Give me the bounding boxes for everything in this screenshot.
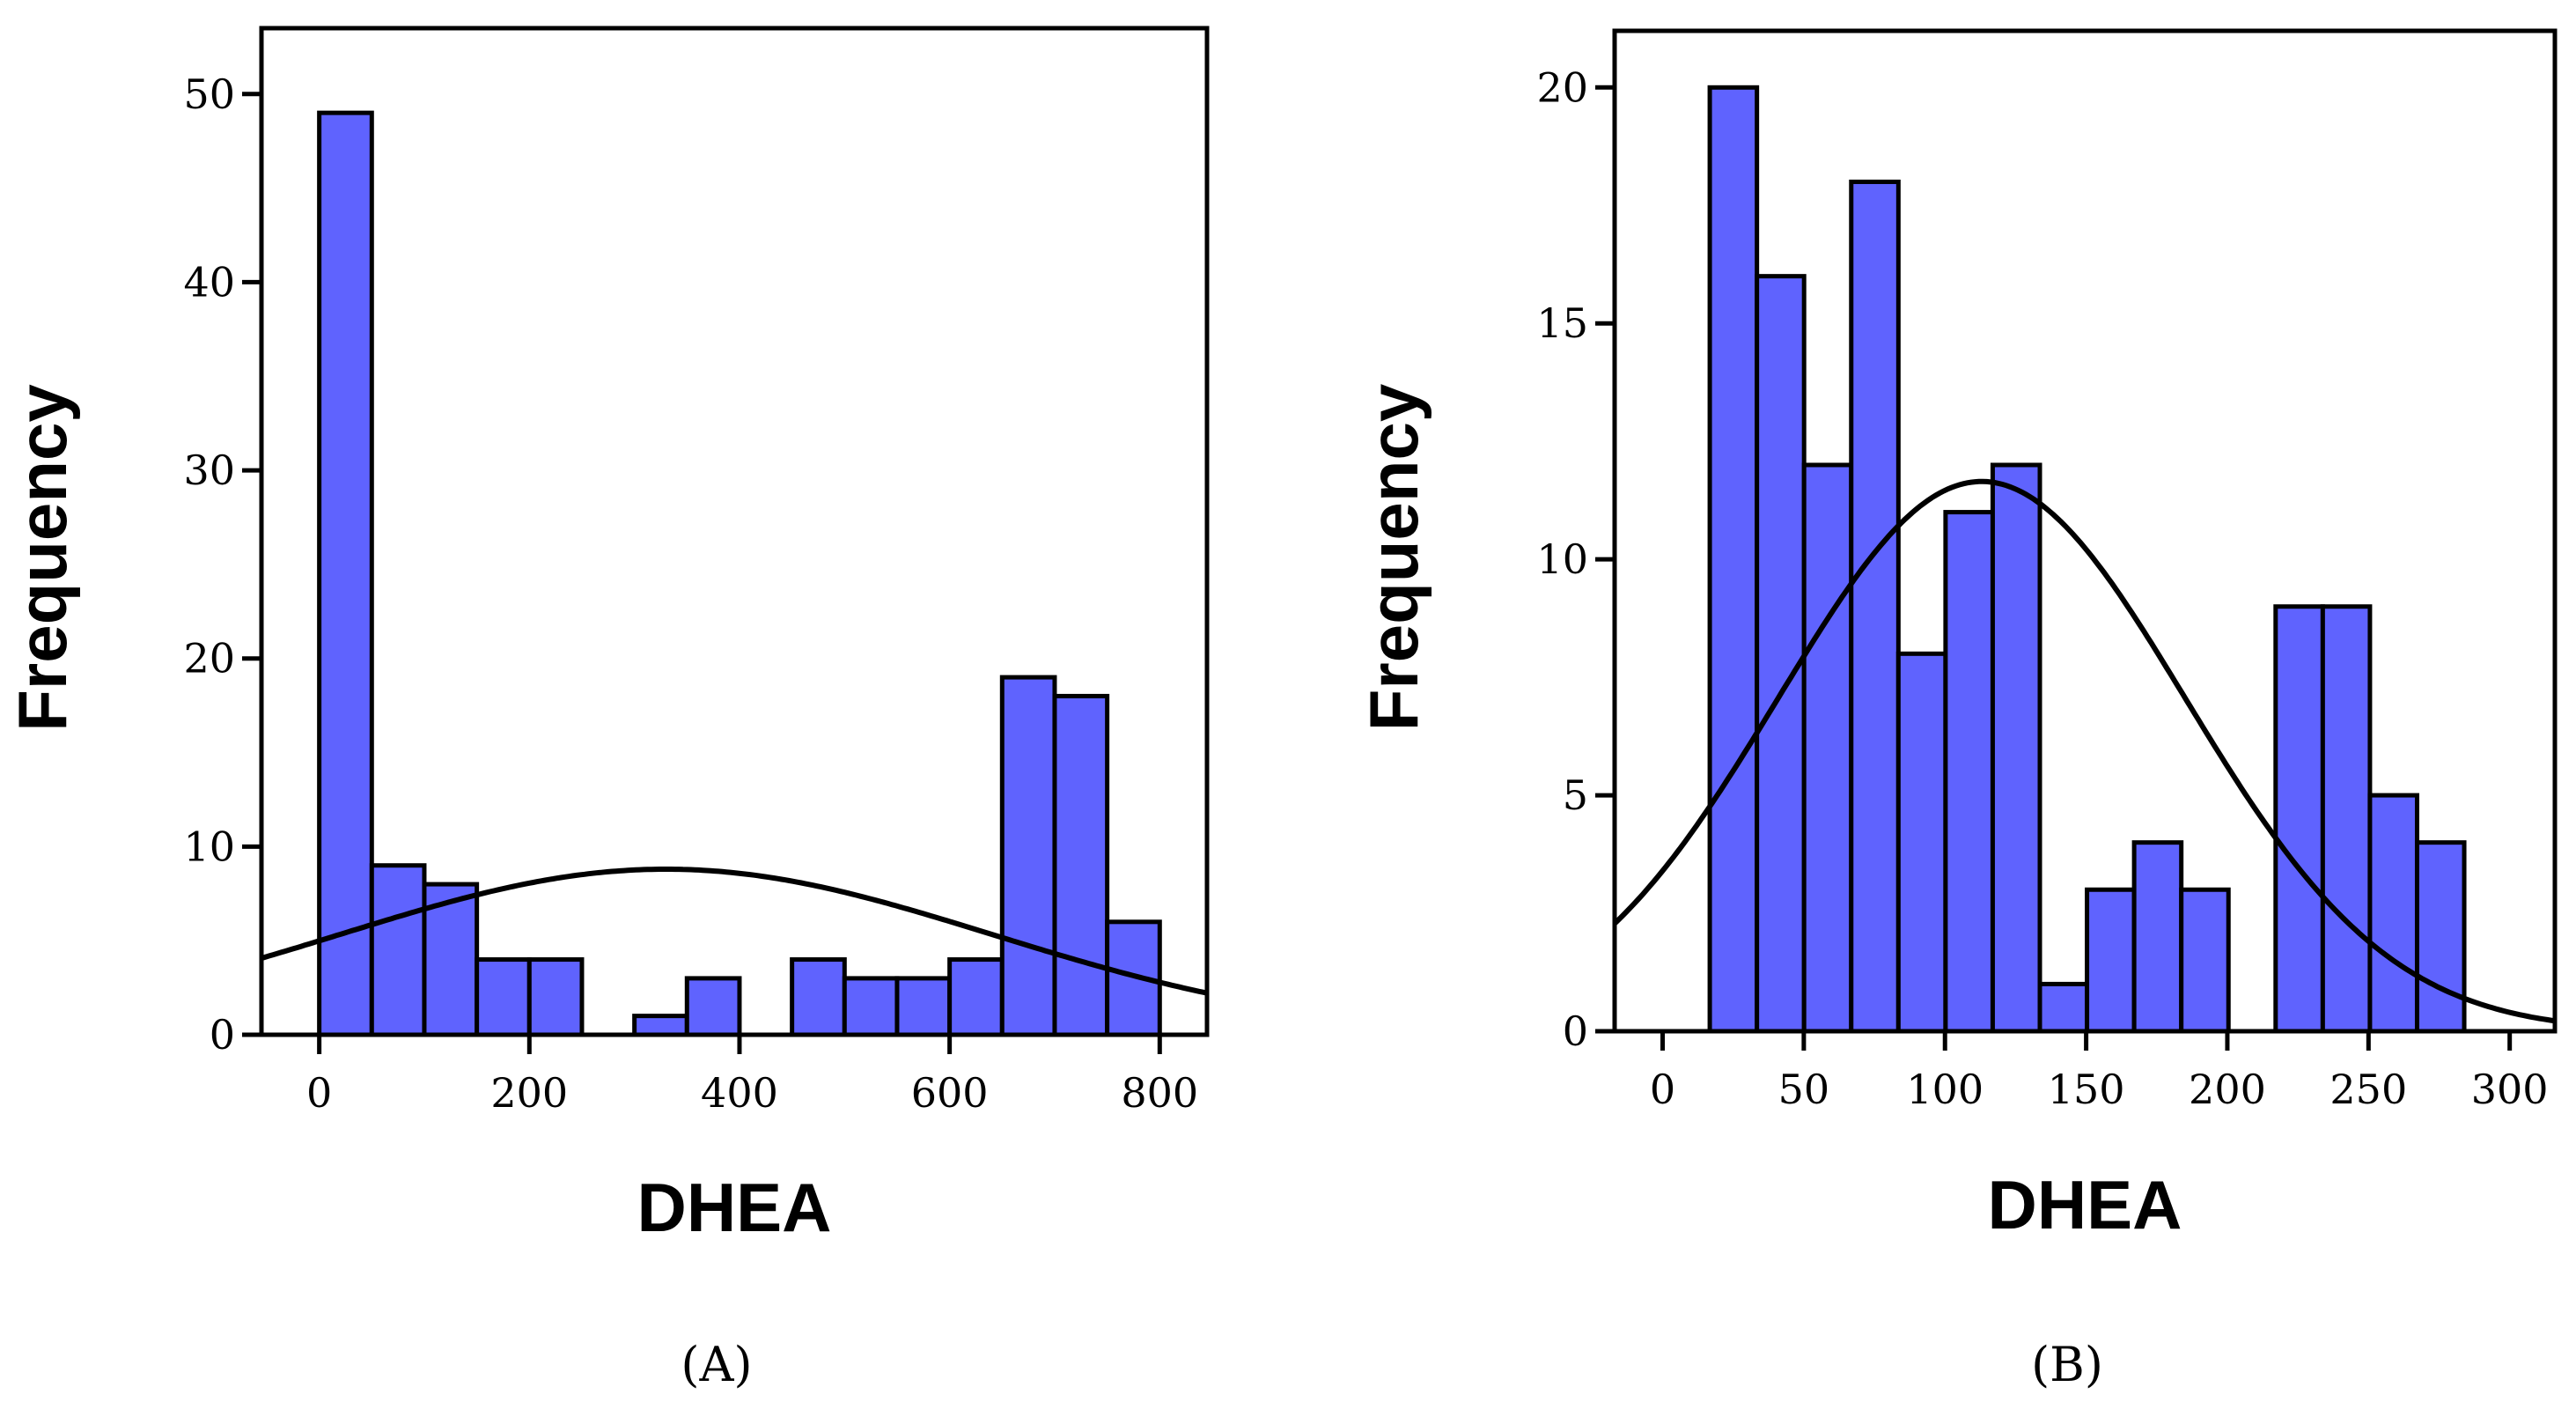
y-tick-label: 10 [183, 823, 235, 870]
histogram-bar [2085, 887, 2137, 1034]
y-tick-label: 10 [1536, 535, 1588, 583]
histogram-bar [2273, 604, 2325, 1034]
normal-curve [261, 867, 1208, 996]
x-tick-label: 100 [1906, 1066, 1984, 1113]
y-tick-label: 20 [183, 635, 235, 682]
y-tick-label: 5 [1563, 771, 1588, 819]
x-tick-label: 300 [2471, 1066, 2549, 1113]
histogram-bar [1990, 462, 2042, 1034]
histogram-bar [947, 957, 1005, 1037]
histogram-bar [2367, 793, 2419, 1034]
y-tick-label: 50 [183, 70, 235, 118]
y-tick-label: 40 [183, 258, 235, 306]
x-axis-title: DHEA [637, 1169, 831, 1246]
histogram-panel-a: 0 10 20 30 40 50 0 200 400 600 800 DHEA Frequency (A) [4, 26, 1210, 1392]
histogram-bar [1801, 462, 1854, 1034]
x-tick-label: 250 [2329, 1066, 2407, 1113]
histogram-bar [2179, 887, 2231, 1034]
x-tick-label: 0 [306, 1069, 332, 1117]
y-tick-label: 0 [210, 1011, 235, 1059]
histogram-bar [790, 957, 847, 1037]
histogram-bar [1052, 693, 1110, 1037]
histogram-bar [317, 110, 374, 1037]
histogram-bar [526, 957, 585, 1037]
histogram-bar [1895, 651, 1948, 1034]
histogram-bar [2131, 840, 2184, 1034]
x-tick-label: 150 [2048, 1066, 2125, 1113]
histogram-bar [2320, 604, 2373, 1034]
histogram-bar [1943, 510, 1995, 1034]
histogram-bar [1755, 274, 1807, 1034]
x-tick-label: 200 [490, 1069, 568, 1117]
histogram-bar [475, 957, 532, 1037]
histogram-bar [842, 976, 900, 1037]
panel-label: (B) [2031, 1337, 2103, 1392]
x-tick-label: 200 [2189, 1066, 2266, 1113]
x-axis-title: DHEA [1987, 1166, 2182, 1243]
histogram-bar [684, 976, 742, 1037]
y-axis-title: Frequency [1355, 384, 1432, 731]
x-tick-label: 800 [1121, 1069, 1198, 1117]
histogram-bar [2037, 981, 2090, 1034]
panel-label: (A) [681, 1337, 752, 1392]
histogram-bar [369, 863, 427, 1037]
y-axis-title: Frequency [4, 384, 81, 731]
y-tick-label: 30 [183, 446, 235, 494]
x-tick-label: 400 [701, 1069, 778, 1117]
y-tick-label: 20 [1536, 63, 1588, 111]
histogram-bar [1849, 179, 1901, 1034]
y-tick-label: 0 [1563, 1007, 1588, 1055]
normal-curve [1612, 478, 2556, 1024]
y-tick-label: 15 [1536, 299, 1588, 347]
histogram-bar [632, 1014, 689, 1037]
x-tick-label: 50 [1778, 1066, 1830, 1113]
histogram-bar [2414, 840, 2467, 1034]
x-tick-label: 600 [911, 1069, 989, 1117]
histogram-bar [999, 675, 1057, 1037]
histogram-bar [894, 976, 953, 1037]
plot-frame [259, 26, 1210, 1037]
x-tick-label: 0 [1650, 1066, 1675, 1113]
histogram-bar [1707, 85, 1760, 1034]
